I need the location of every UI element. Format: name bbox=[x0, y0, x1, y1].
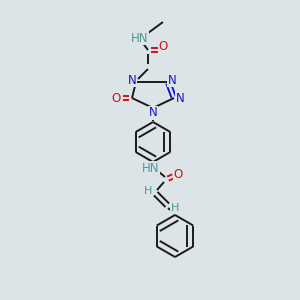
Text: H: H bbox=[171, 203, 179, 213]
Text: O: O bbox=[173, 167, 183, 181]
Text: HN: HN bbox=[131, 32, 149, 44]
Text: N: N bbox=[168, 74, 176, 86]
Text: N: N bbox=[128, 74, 136, 86]
Text: N: N bbox=[148, 106, 158, 119]
Text: O: O bbox=[111, 92, 121, 104]
Text: O: O bbox=[158, 40, 168, 53]
Text: H: H bbox=[144, 186, 152, 196]
Text: N: N bbox=[176, 92, 184, 104]
Text: HN: HN bbox=[142, 161, 160, 175]
